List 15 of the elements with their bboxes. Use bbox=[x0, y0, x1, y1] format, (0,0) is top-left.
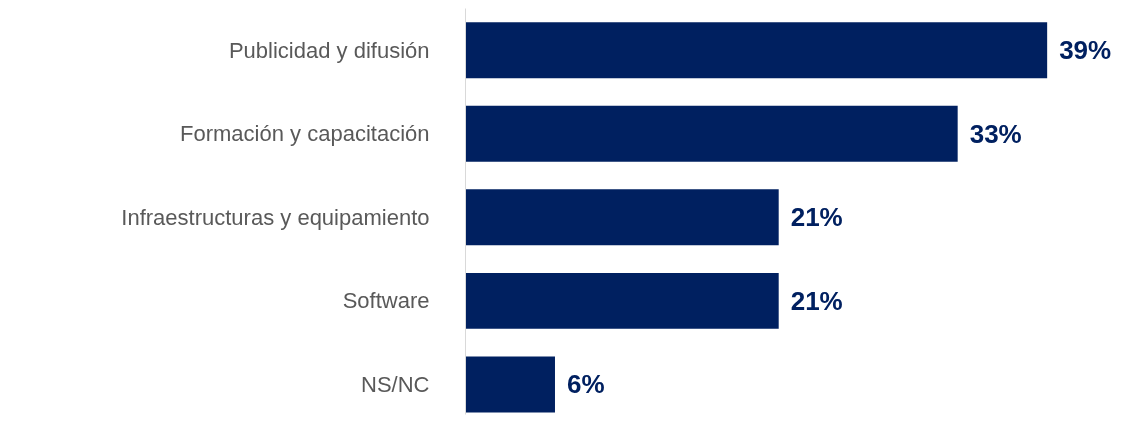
bar bbox=[465, 105, 958, 162]
bar bbox=[465, 22, 1048, 79]
bar bbox=[465, 356, 555, 413]
y-tick-label: Formación y capacitación bbox=[180, 121, 430, 147]
data-label: 21% bbox=[790, 285, 843, 316]
data-label: 6% bbox=[566, 369, 605, 400]
bar bbox=[465, 272, 779, 329]
y-tick-label: NS/NC bbox=[361, 371, 430, 397]
data-label: 39% bbox=[1059, 35, 1112, 66]
bar bbox=[465, 189, 779, 246]
y-tick-label: Software bbox=[342, 288, 430, 314]
data-label: 21% bbox=[790, 202, 843, 233]
y-tick-label: Infraestructuras y equipamiento bbox=[121, 204, 430, 230]
y-tick-label: Publicidad y difusión bbox=[228, 37, 430, 63]
data-label: 33% bbox=[969, 118, 1022, 149]
